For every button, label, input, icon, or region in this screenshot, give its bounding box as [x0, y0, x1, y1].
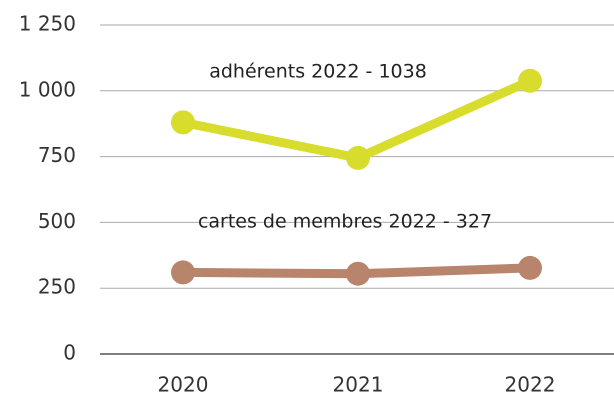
x-tick-label: 2021	[333, 373, 384, 397]
x-tick-label: 2020	[158, 373, 209, 397]
point	[518, 255, 542, 280]
y-tick-label: 750	[38, 143, 76, 167]
point	[171, 110, 195, 135]
point	[346, 145, 370, 170]
y-tick-label: 250	[38, 275, 76, 299]
y-tick-label: 1 250	[19, 12, 76, 36]
point	[518, 68, 542, 93]
point	[346, 261, 370, 286]
y-tick-label: 1 000	[19, 77, 76, 101]
annotation: cartes de membres 2022 - 327	[198, 211, 492, 233]
x-tick-label: 2022	[505, 373, 556, 397]
y-tick-label: 500	[38, 209, 76, 233]
y-tick-label: 0	[63, 341, 76, 365]
annotation: adhérents 2022 - 1038	[209, 61, 427, 83]
point	[171, 260, 195, 285]
